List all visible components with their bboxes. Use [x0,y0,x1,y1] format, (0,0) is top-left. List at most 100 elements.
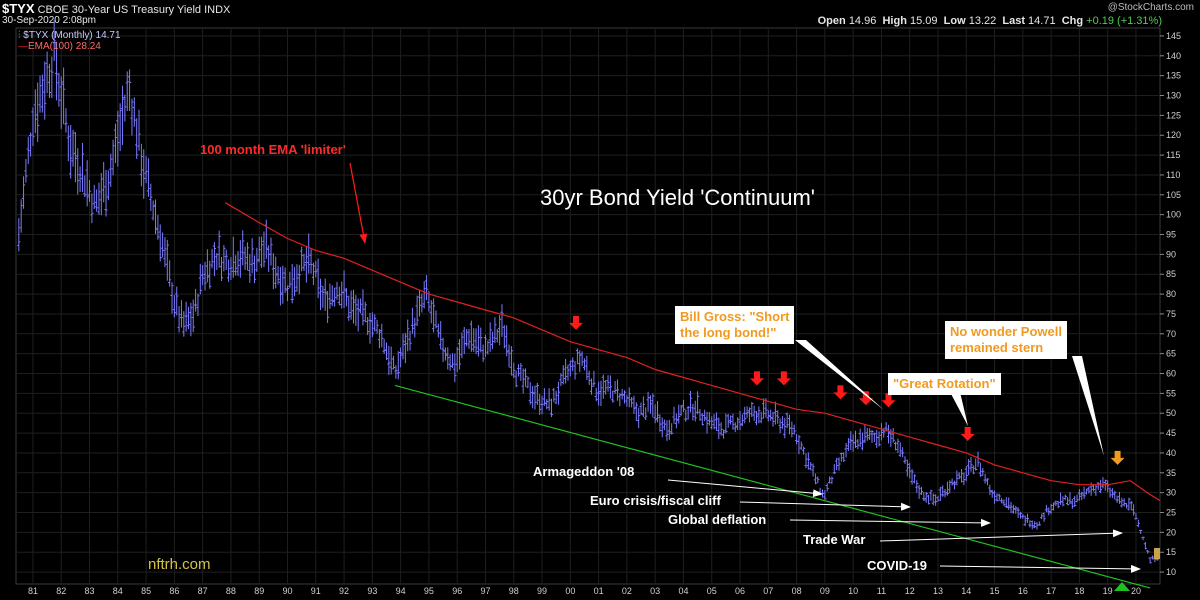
callout-bill-gross: Bill Gross: "Short the long bond!" [675,306,795,344]
callout-great-rotation: "Great Rotation" [888,373,1001,395]
annotation-armageddon: Armageddon '08 [533,464,635,479]
x-tick-label: 09 [820,586,830,596]
x-tick-label: 87 [198,586,208,596]
y-tick-label: 20 [1166,527,1176,537]
x-tick-label: 86 [169,586,179,596]
x-tick-label: 07 [763,586,773,596]
y-tick-label: 45 [1166,428,1176,438]
plot-area [15,27,1161,585]
pointer-armageddon [667,479,823,498]
x-tick-label: 98 [509,586,519,596]
down-arrow-icon [568,315,583,330]
x-tick-label: 97 [480,586,490,596]
x-tick-label: 84 [113,586,123,596]
gridlines [16,28,1160,584]
x-tick-label: 18 [1074,586,1084,596]
x-tick-label: 05 [707,586,717,596]
down-arrow-icon [960,427,975,442]
chart-date: 30-Sep-2020 2:08pm [2,15,96,26]
last-value: 14.71 [1028,15,1056,27]
annotation-euro-crisis: Euro crisis/fiscal cliff [590,493,721,508]
pointer-covid [939,564,1141,573]
y-tick-label: 140 [1166,51,1181,61]
x-tick-label: 85 [141,586,151,596]
y-axis: 10 15 20 25 30 35 40 45 50 55 60 65 70 75 80 85 90 95 100 1… [1160,31,1181,577]
down-arrow-icon [833,385,848,400]
y-tick-label: 75 [1166,309,1176,319]
pointer-global-deflation [789,518,991,527]
x-tick-label: 94 [396,586,406,596]
y-tick-label: 55 [1166,388,1176,398]
open-label: Open [817,15,846,27]
ema-100-line [224,202,1161,502]
y-tick-label: 130 [1166,91,1181,101]
x-tick-label: 89 [254,586,264,596]
high-value: 15.09 [909,15,938,27]
last-price-tag [1154,548,1160,559]
y-tick-label: 110 [1166,170,1180,180]
callout-pointer-powell [1072,356,1104,456]
x-tick-label: 81 [28,586,38,596]
down-arrow-icon [776,371,791,386]
y-tick-label: 30 [1166,488,1176,498]
y-tick-label: 35 [1166,468,1176,478]
x-tick-label: 93 [367,586,377,596]
x-tick-label: 14 [961,586,971,596]
x-tick-label: 96 [452,586,462,596]
legend-ema: —EMA(100) 28.24 [18,41,101,52]
y-tick-label: 145 [1166,31,1181,41]
x-tick-label: 06 [735,586,745,596]
y-tick-label: 50 [1166,408,1176,418]
x-tick-label: 17 [1046,586,1056,596]
x-tick-label: 20 [1131,586,1141,596]
pointer-ema-limiter [349,162,368,244]
y-tick-label: 80 [1166,289,1176,299]
x-tick-label: 90 [282,586,292,596]
x-tick-label: 15 [990,586,1000,596]
price-bars [17,20,1159,564]
annotation-pointers [349,162,1141,573]
exchange: INDX [204,4,231,16]
pointer-euro-crisis [739,501,911,511]
x-tick-label: 03 [650,586,660,596]
x-tick-label: 13 [933,586,943,596]
legend-price-text: $TYX (Monthly) 14.71 [23,30,121,41]
annotation-covid: COVID-19 [867,558,927,573]
annotation-ema-limiter: 100 month EMA 'limiter' [200,142,346,157]
last-label: Last [1002,15,1025,27]
chart-header: $TYX CBOE 30-Year US Treasury Yield INDX [2,1,230,16]
callout-pointer-bill-gross [795,340,884,410]
ohlc-readout: Open 14.96 High 15.09 Low 13.22 Last 14.… [818,15,1162,27]
trend-end-arrow [1114,582,1130,591]
callout-powell: No wonder Powell remained stern [945,321,1067,359]
y-tick-label: 100 [1166,210,1181,220]
high-label: High [882,15,907,27]
x-tick-label: 04 [678,586,688,596]
y-tick-label: 10 [1166,567,1176,577]
y-tick-label: 65 [1166,349,1176,359]
x-tick-label: 08 [792,586,802,596]
y-tick-label: 85 [1166,269,1176,279]
y-tick-label: 115 [1166,150,1180,160]
green-trendline [394,384,1151,589]
x-tick-label: 16 [1018,586,1028,596]
x-tick-label: 88 [226,586,236,596]
chg-value: +0.19 (+1.31%) [1086,15,1162,27]
low-label: Low [943,15,966,27]
x-tick-label: 10 [848,586,858,596]
watermark: nftrh.com [148,556,211,573]
y-tick-label: 40 [1166,448,1176,458]
x-tick-label: 02 [622,586,632,596]
x-tick-label: 92 [339,586,349,596]
legend-ema-text: EMA(100) 28.24 [28,41,101,52]
low-value: 13.22 [968,15,997,27]
y-tick-label: 15 [1166,547,1176,557]
y-tick-label: 135 [1166,71,1181,81]
symbol: $TYX [2,1,35,16]
x-tick-label: 99 [537,586,547,596]
y-tick-label: 95 [1166,230,1176,240]
security-name: CBOE 30-Year US Treasury Yield [37,4,202,16]
signal-arrows [568,315,1125,465]
y-tick-label: 105 [1166,190,1181,200]
